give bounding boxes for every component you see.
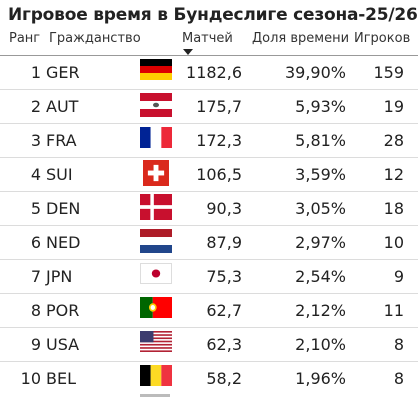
matches-cell: 87,9 — [206, 233, 242, 252]
share-cell: 2,97% — [295, 233, 346, 252]
column-header-citizenship[interactable]: Гражданство — [49, 31, 141, 46]
column-header-players[interactable]: Игроков — [354, 31, 411, 46]
players-cell: 11 — [383, 301, 404, 320]
column-header-share[interactable]: Доля времени — [252, 31, 350, 46]
table-row[interactable]: 4 SUI 106,5 3,59% 12 — [0, 158, 418, 192]
table-row[interactable]: 3 FRA 172,3 5,81% 28 — [0, 124, 418, 158]
matches-cell: 90,3 — [206, 199, 242, 218]
country-code-cell: POR — [46, 301, 80, 320]
rank-cell: 7 — [30, 267, 41, 286]
netherlands-flag-icon — [140, 229, 172, 253]
players-cell: 159 — [373, 63, 404, 82]
country-code-cell: GER — [46, 63, 80, 82]
austria-flag-icon — [140, 93, 172, 117]
country-code-cell: USA — [46, 335, 80, 354]
denmark-flag-icon — [140, 194, 172, 220]
matches-cell: 1182,6 — [186, 63, 242, 82]
country-code-cell: JPN — [46, 267, 73, 286]
germany-flag-icon — [140, 59, 172, 80]
belgium-flag-icon — [140, 365, 172, 386]
matches-cell: 172,3 — [196, 131, 242, 150]
table-row[interactable]: 6 NED 87,9 2,97% 10 — [0, 226, 418, 260]
rank-cell: 6 — [30, 233, 41, 252]
rank-cell: 4 — [30, 165, 41, 184]
france-flag-icon — [140, 127, 172, 148]
header-divider — [0, 55, 418, 56]
players-cell: 19 — [383, 97, 404, 116]
country-code-cell: BEL — [46, 369, 76, 388]
country-code-cell: DEN — [46, 199, 81, 218]
share-cell: 2,54% — [295, 267, 346, 286]
table-body: 1 GER 1182,6 39,90% 159 2 AUT 175,7 5,93% 19 3 FRA 1… — [0, 56, 418, 396]
switzerland-flag-icon — [140, 160, 172, 186]
rank-cell: 1 — [30, 63, 41, 82]
share-cell: 2,12% — [295, 301, 346, 320]
share-cell: 1,96% — [295, 369, 346, 388]
usa-flag-icon — [140, 331, 172, 352]
table-row[interactable]: 5 DEN 90,3 3,05% 18 — [0, 192, 418, 226]
matches-cell: 106,5 — [196, 165, 242, 184]
matches-cell: 58,2 — [206, 369, 242, 388]
rank-cell: 10 — [20, 369, 41, 388]
column-header-rank[interactable]: Ранг — [9, 31, 41, 46]
players-cell: 9 — [393, 267, 404, 286]
country-code-cell: AUT — [46, 97, 79, 116]
column-header-matches[interactable]: Матчей — [182, 31, 233, 46]
table-row[interactable]: 2 AUT 175,7 5,93% 19 — [0, 90, 418, 124]
rank-cell: 8 — [30, 301, 41, 320]
table-row[interactable]: 9 USA 62,3 2,10% 8 — [0, 328, 418, 362]
players-cell: 18 — [383, 199, 404, 218]
share-cell: 2,10% — [295, 335, 346, 354]
table-row[interactable]: 7 JPN 75,3 2,54% 9 — [0, 260, 418, 294]
matches-cell: 75,3 — [206, 267, 242, 286]
table-row[interactable]: 10 BEL 58,2 1,96% 8 — [0, 362, 418, 396]
table-row[interactable]: 1 GER 1182,6 39,90% 159 — [0, 56, 418, 90]
matches-cell: 175,7 — [196, 97, 242, 116]
table-row[interactable]: 8 POR 62,7 2,12% 11 — [0, 294, 418, 328]
players-cell: 28 — [383, 131, 404, 150]
share-cell: 39,90% — [284, 63, 346, 82]
country-code-cell: SUI — [46, 165, 73, 184]
sort-descending-icon — [183, 49, 193, 55]
rank-cell: 2 — [30, 97, 41, 116]
players-cell: 12 — [383, 165, 404, 184]
players-cell: 8 — [393, 335, 404, 354]
share-cell: 5,93% — [295, 97, 346, 116]
country-code-cell: FRA — [46, 131, 77, 150]
matches-cell: 62,3 — [206, 335, 242, 354]
scrollbar-thumb[interactable] — [140, 394, 170, 397]
japan-flag-icon — [140, 263, 172, 284]
share-cell: 5,81% — [295, 131, 346, 150]
country-code-cell: NED — [46, 233, 81, 252]
players-cell: 8 — [393, 369, 404, 388]
share-cell: 3,59% — [295, 165, 346, 184]
matches-cell: 62,7 — [206, 301, 242, 320]
rank-cell: 3 — [30, 131, 41, 150]
rank-cell: 9 — [30, 335, 41, 354]
players-cell: 10 — [383, 233, 404, 252]
portugal-flag-icon — [140, 297, 172, 318]
page-title: Игровое время в Бундеслиге сезона-25/26 — [8, 5, 418, 25]
rank-cell: 5 — [30, 199, 41, 218]
share-cell: 3,05% — [295, 199, 346, 218]
